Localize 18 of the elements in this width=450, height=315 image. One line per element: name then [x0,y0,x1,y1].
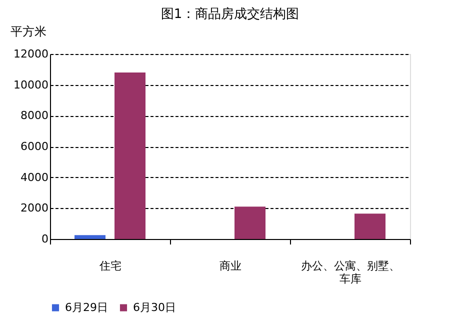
x-tick-label: 商业 [220,260,242,272]
y-tick-label: 10000 [14,78,48,92]
chart-title: 图1：商品房成交结构图 [160,6,300,22]
y-tick-label: 8000 [20,109,48,122]
legend-label: 6月29日 [65,300,108,314]
y-axis-title: 平方米 [10,24,46,38]
x-tick-label: 办公、公寓、别墅、车库 [301,260,400,286]
bar [354,214,386,239]
y-tick-label: 4000 [20,170,48,184]
y-tick-label: 6000 [20,140,48,153]
y-tick-label: 0 [42,232,48,246]
legend-label: 6月30日 [133,300,176,314]
bar [234,206,266,239]
y-tick-label: 2000 [20,202,48,215]
bar [114,72,146,239]
y-tick-label: 12000 [14,48,48,60]
x-tick-label: 住宅 [100,260,122,272]
bar [74,235,106,239]
